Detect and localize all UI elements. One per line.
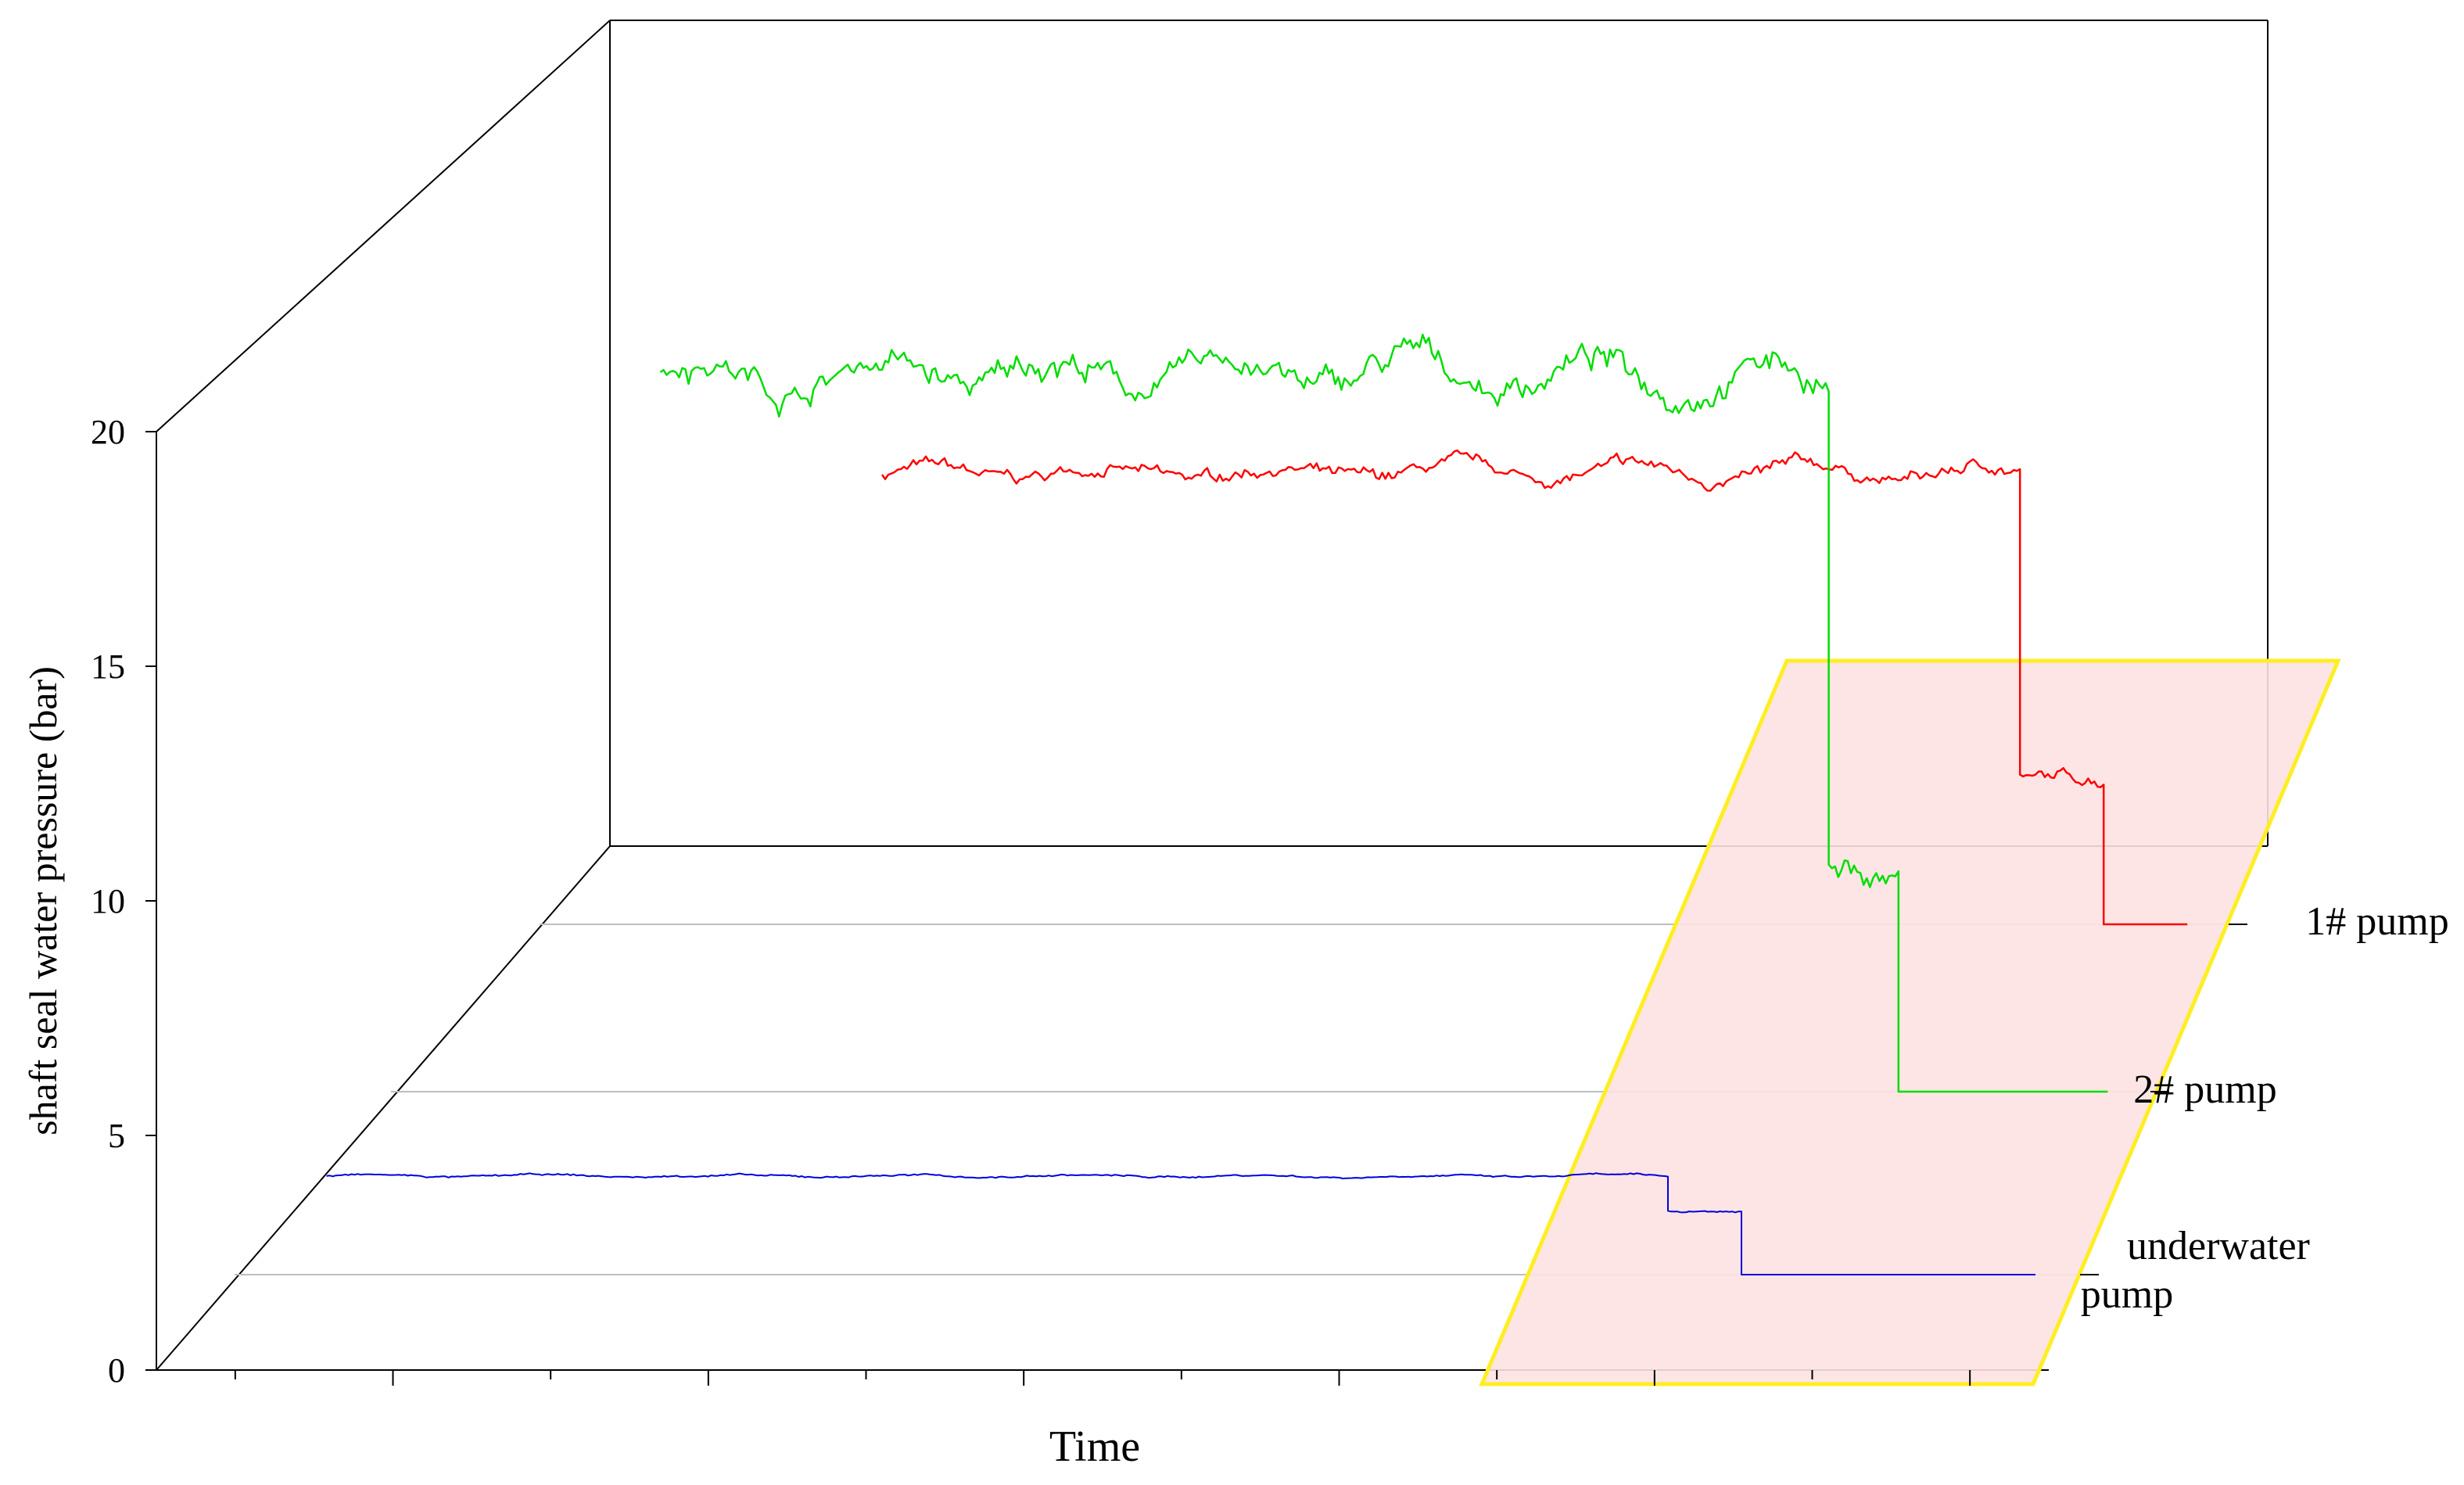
depth-ticks	[2080, 924, 2247, 1275]
series-label: 1# pump	[2305, 899, 2448, 944]
series-label-line: underwater	[2127, 1224, 2310, 1268]
series-label-line: 1# pump	[2305, 899, 2448, 944]
x-axis-label: Time	[1049, 1422, 1140, 1471]
series-label: underwater pump	[2081, 1224, 2310, 1317]
series-label-line: 2# pump	[2133, 1067, 2276, 1112]
y-ticks: 0 5 10 15 20	[91, 413, 156, 1390]
series-group	[326, 333, 2188, 1275]
series-line	[881, 449, 2188, 926]
series-labels: 1# pump 2# pump underwater pump	[2081, 899, 2449, 1317]
highlight-region	[1479, 658, 2341, 1386]
y-tick-label: 20	[91, 413, 125, 451]
series-label: 2# pump	[2133, 1067, 2276, 1112]
y-tick-label: 10	[91, 882, 125, 920]
left-wall-top-diagonal	[156, 20, 611, 432]
series-line	[659, 333, 2108, 1093]
x-ticks	[234, 1370, 1971, 1386]
floor-left-diagonal	[156, 845, 611, 1371]
series-line	[326, 1172, 2035, 1275]
y-axis-label: shaft seal water pressure (bar)	[21, 666, 65, 1135]
y-tick-label: 5	[108, 1117, 125, 1155]
series-label-line: pump	[2081, 1272, 2173, 1317]
y-tick-label: 0	[108, 1351, 125, 1390]
y-tick-label: 15	[91, 647, 125, 686]
